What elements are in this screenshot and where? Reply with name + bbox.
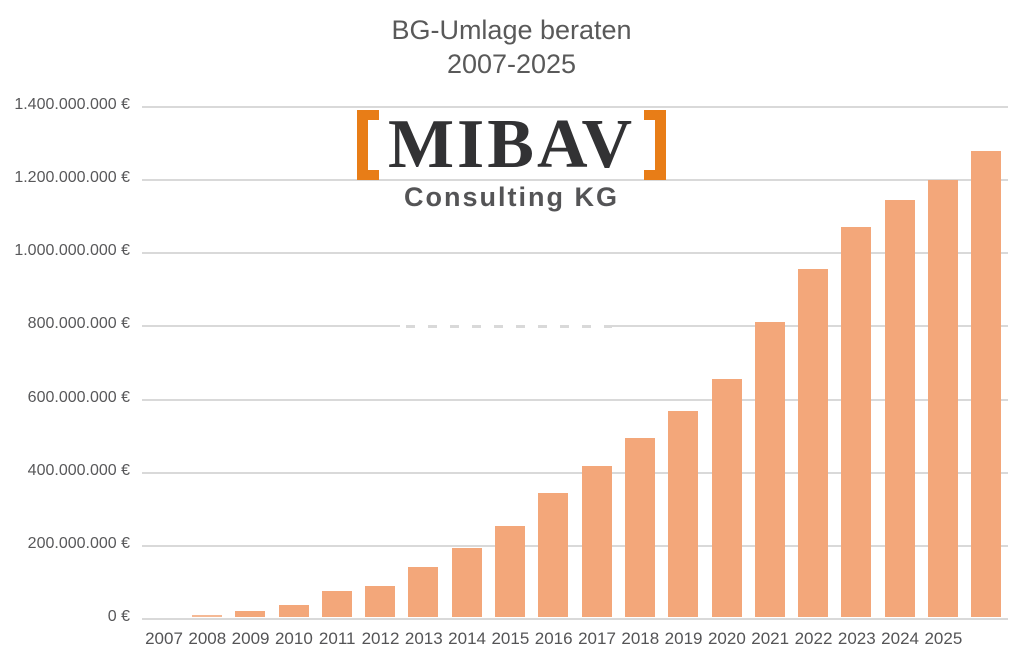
bar-2007 [192, 615, 222, 617]
y-axis-tick-label: 400.000.000 € [27, 462, 130, 479]
bar-2010 [322, 591, 352, 617]
bar-2019 [712, 379, 742, 617]
bar-2020 [755, 322, 785, 617]
x-axis-tick-label: 2009 [231, 629, 270, 648]
x-axis-tick-label: 2016 [534, 629, 573, 648]
x-axis-tick-label: 2024 [881, 629, 919, 648]
y-axis-tick-label: 0 € [107, 608, 130, 625]
gridline [142, 545, 1008, 547]
bar-2018 [668, 411, 698, 617]
bar-2009 [279, 605, 309, 617]
y-axis-tick-label: 1.400.000.000 € [14, 96, 130, 113]
x-axis-tick-label: 2020 [707, 629, 746, 648]
x-axis-tick-label: 2012 [361, 629, 400, 648]
bar-2012 [408, 567, 438, 617]
bar-2015 [538, 493, 568, 617]
y-axis-tick-label: 1.000.000.000 € [14, 242, 130, 259]
gridline [142, 399, 1008, 401]
gridline [142, 472, 1008, 474]
x-axis-tick-label: 2010 [274, 629, 313, 648]
x-axis-tick-label: 2014 [448, 629, 486, 648]
chart-title: BG-Umlage beraten 2007-2025 [0, 13, 1023, 81]
plot-area [142, 106, 1008, 620]
x-axis-tick-label: 2011 [318, 629, 356, 648]
gridline [142, 106, 1008, 108]
gridline [142, 179, 1008, 181]
x-axis-tick-label: 2019 [664, 629, 703, 648]
bar-2022 [841, 227, 871, 617]
bar-2016 [582, 466, 612, 617]
bar-2025 [971, 151, 1001, 617]
y-axis-tick-label: 1.200.000.000 € [14, 169, 130, 186]
bar-2017 [625, 438, 655, 617]
x-axis-tick-label: 2017 [578, 629, 616, 648]
chart-title-line2: 2007-2025 [446, 49, 577, 79]
y-axis-tick-label: 800.000.000 € [27, 315, 130, 332]
x-axis-tick-label: 2015 [491, 629, 530, 648]
chart-title-line1: BG-Umlage beraten [391, 15, 632, 45]
x-axis-tick-label: 2008 [188, 629, 227, 648]
bar-2014 [495, 526, 525, 617]
erased-watermark-dashes [400, 325, 612, 328]
bar-2023 [885, 200, 915, 617]
x-axis-tick-label: 2025 [924, 629, 963, 648]
bar-2008 [235, 611, 265, 617]
bar-2011 [365, 586, 395, 617]
bar-2021 [798, 269, 828, 617]
x-axis-tick-label: 2022 [794, 629, 833, 648]
bar-2024 [928, 180, 958, 617]
x-axis-tick-label: 2018 [621, 629, 660, 648]
gridline [142, 252, 1008, 254]
x-axis-tick-label: 2013 [404, 629, 443, 648]
y-axis-tick-label: 600.000.000 € [27, 389, 130, 406]
x-axis-tick-label: 2023 [837, 629, 876, 648]
x-axis-tick-label: 2007 [145, 629, 183, 648]
bar-2013 [452, 548, 482, 617]
gridline [142, 618, 1008, 620]
y-axis-tick-label: 200.000.000 € [27, 535, 130, 552]
x-axis-tick-label: 2021 [751, 629, 790, 648]
